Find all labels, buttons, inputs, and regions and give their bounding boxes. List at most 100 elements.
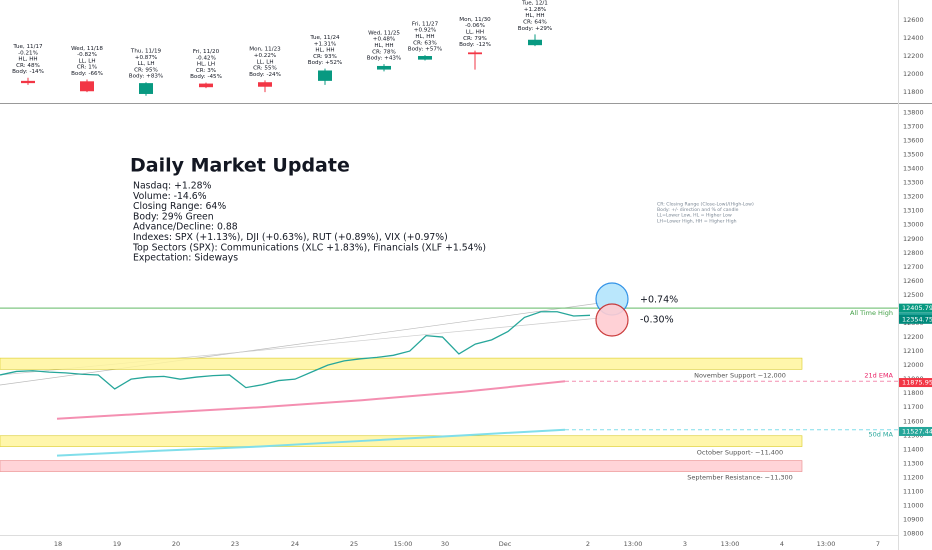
candle-label: HL, HH	[415, 34, 434, 40]
candle-label: Body: +83%	[129, 74, 164, 80]
candle-label: +0.92%	[414, 28, 436, 34]
ema-line	[56, 380, 566, 420]
y-tick-label: 11700	[903, 403, 924, 411]
candle-label: Fri, 11/20	[193, 49, 220, 55]
candle-label: Body: -24%	[249, 72, 281, 78]
candle-body	[377, 65, 391, 70]
update-line: Body: 29% Green	[133, 211, 214, 222]
y-tick-label: 10900	[903, 516, 924, 524]
y-tick-label: 13600	[903, 137, 924, 145]
ath-label: All Time High	[850, 309, 893, 317]
y-tick-label: 12200	[903, 333, 924, 341]
y-tick-label: 12600	[903, 16, 924, 24]
x-tick-label: 13:00	[624, 540, 643, 548]
candle-label: -0.06%	[465, 23, 485, 29]
x-tick-label: 18	[54, 540, 62, 548]
candle-body	[258, 82, 272, 87]
y-tick-label: 12900	[903, 235, 924, 243]
y-tick-label: 13500	[903, 151, 924, 159]
y-tick-label: 13800	[903, 108, 924, 116]
candle-label: HL, HH	[525, 13, 544, 19]
candle-label: Thu, 11/19	[130, 49, 162, 55]
down-circle	[595, 303, 629, 337]
y-tick-label: 12700	[903, 263, 924, 271]
y-tick-label: 11100	[903, 487, 924, 495]
x-tick-label: 3	[683, 540, 687, 548]
y-tick-label: 11300	[903, 459, 924, 467]
candle-body	[139, 83, 153, 94]
y-tick-label: 12600	[903, 277, 924, 285]
y-tick-label: 12200	[903, 52, 924, 60]
candle-label: Body: +57%	[408, 47, 443, 53]
y-tick-label: 11600	[903, 417, 924, 425]
key-line: Body: +/- direction and % of candle	[657, 207, 739, 213]
candle-label: CR: 93%	[313, 54, 337, 60]
ema-label: 21d EMA	[864, 371, 893, 379]
ma-line	[56, 428, 566, 457]
candle-label: Mon, 11/30	[459, 17, 491, 23]
candle-label: HL, HH	[315, 48, 334, 54]
y-tick-label: 12800	[903, 249, 924, 257]
price-tag	[899, 378, 932, 388]
update-line: Nasdaq: +1.28%	[133, 181, 212, 192]
candle-label: CR: 48%	[16, 63, 40, 69]
price-tag-label: 12405.79	[902, 304, 932, 312]
y-tick-label: 12100	[903, 347, 924, 355]
update-line: Expectation: Sideways	[133, 253, 238, 264]
price-tag-label: 12354.75	[902, 315, 932, 323]
y-tick-label: 13400	[903, 165, 924, 173]
ma-label: 50d MA	[868, 431, 893, 439]
candle-label: LL, LH	[256, 59, 273, 65]
candle-label: HL, HH	[18, 57, 37, 63]
candle-label: +1.31%	[314, 41, 336, 47]
y-tick-label: 12000	[903, 70, 924, 78]
candle-label: -0.42%	[196, 55, 216, 61]
y-tick-label: 13000	[903, 221, 924, 229]
y-tick-label: 11400	[903, 445, 924, 453]
x-tick-label: 20	[172, 540, 180, 548]
x-tick-label: 24	[291, 540, 299, 548]
zone	[0, 435, 803, 447]
x-tick-label: 23	[231, 540, 239, 548]
candle-body	[418, 56, 432, 60]
x-tick-label: 4	[780, 540, 784, 548]
x-tick-label: 25	[350, 540, 358, 548]
candle-label: Body: -14%	[12, 69, 44, 75]
update-line: Indexes: SPX (+1.13%), DJI (+0.63%), RUT…	[133, 232, 448, 243]
candle-label: HL, LH	[197, 62, 215, 68]
x-tick-label: 15:00	[394, 540, 413, 548]
y-tick-label: 11000	[903, 502, 924, 510]
candle-label: CR: 78%	[372, 49, 396, 55]
candle-label: +1.28%	[524, 7, 546, 13]
x-tick-label: Dec	[499, 540, 512, 548]
candle-label: +0.22%	[254, 53, 276, 59]
zone-label: November Support ~12,000	[694, 371, 786, 379]
candle-label: LL, HH	[466, 29, 484, 35]
candle-label: CR: 55%	[253, 66, 277, 72]
y-tick-label: 11800	[903, 88, 924, 96]
candle-body	[318, 70, 332, 81]
candle-label: Wed, 11/18	[71, 46, 103, 52]
y-tick-label: 12000	[903, 361, 924, 369]
x-tick-label: 2	[586, 540, 590, 548]
y-tick-label: 13700	[903, 122, 924, 130]
candle-label: Tue, 12/1	[521, 1, 548, 7]
candle-label: -0.21%	[18, 50, 38, 56]
zone-label: October Support- ~11,400	[697, 449, 783, 457]
x-tick-label: 30	[441, 540, 449, 548]
y-tick-label: 12400	[903, 34, 924, 42]
candle-label: LL, LH	[78, 58, 95, 64]
candle-label: Body: +29%	[518, 26, 553, 32]
trendline	[0, 302, 601, 386]
key-line: LL=Lower Low, HL = Higher Low	[657, 213, 732, 219]
update-line: Advance/Decline: 0.88	[133, 222, 238, 233]
y-tick-label: 13300	[903, 179, 924, 187]
candle-body	[21, 80, 35, 84]
update-line: Top Sectors (SPX): Communications (XLC +…	[132, 242, 486, 253]
y-tick-label: 11200	[903, 473, 924, 481]
candle-label: +0.87%	[135, 55, 157, 61]
price-tag-label: 11527.44	[902, 427, 932, 435]
price-tag-label: 11875.95	[902, 379, 932, 387]
